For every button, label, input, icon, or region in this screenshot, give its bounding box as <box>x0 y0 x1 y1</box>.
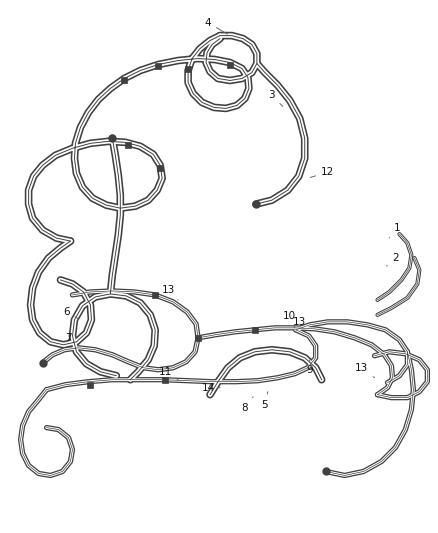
Text: 14: 14 <box>201 383 220 393</box>
Text: 8: 8 <box>242 397 253 413</box>
Text: 13: 13 <box>355 363 374 378</box>
Text: 4: 4 <box>205 18 228 34</box>
Text: 13: 13 <box>162 285 178 300</box>
Text: 12: 12 <box>311 167 334 177</box>
Text: 10: 10 <box>283 311 297 328</box>
Text: 3: 3 <box>268 91 283 107</box>
Text: 2: 2 <box>386 253 399 266</box>
Text: 1: 1 <box>389 223 401 238</box>
Text: 6: 6 <box>63 307 78 319</box>
Text: 5: 5 <box>261 392 268 410</box>
Text: 9: 9 <box>307 360 313 375</box>
Text: 7: 7 <box>65 333 78 343</box>
Text: 11: 11 <box>159 367 178 379</box>
Text: 13: 13 <box>293 317 306 330</box>
